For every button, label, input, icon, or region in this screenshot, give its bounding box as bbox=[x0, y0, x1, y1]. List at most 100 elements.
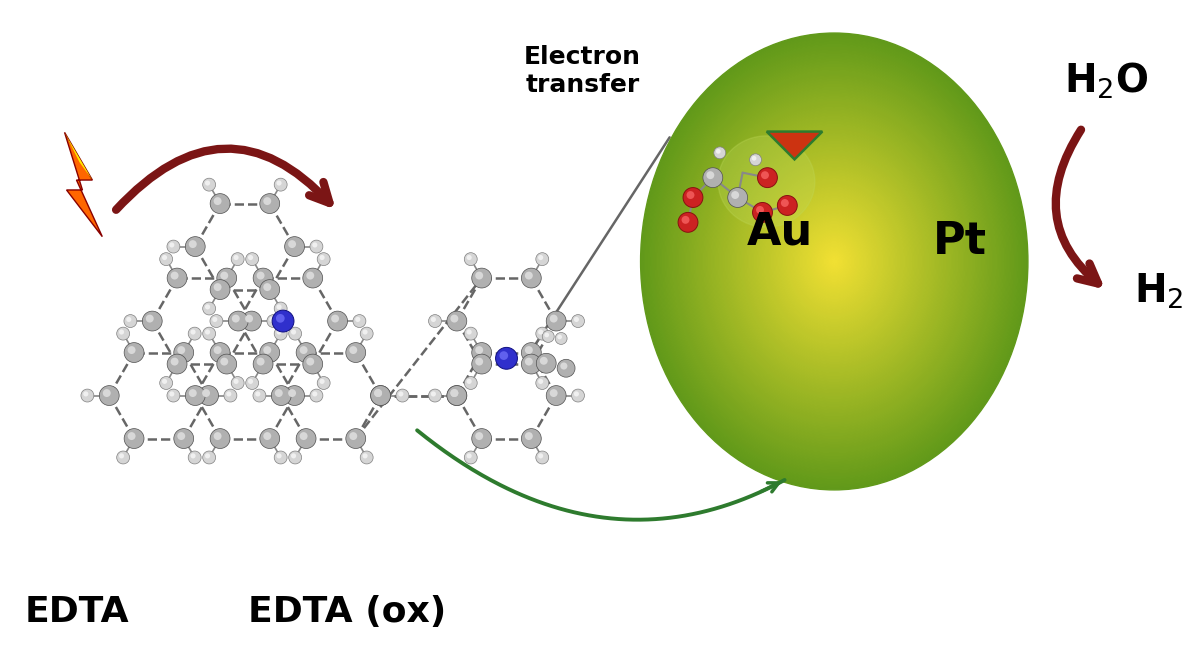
Circle shape bbox=[160, 377, 173, 389]
Ellipse shape bbox=[813, 236, 856, 287]
Ellipse shape bbox=[643, 36, 1025, 487]
Circle shape bbox=[521, 354, 542, 374]
Circle shape bbox=[231, 377, 244, 389]
Text: EDTA (ox): EDTA (ox) bbox=[248, 595, 447, 629]
Circle shape bbox=[557, 360, 575, 377]
Polygon shape bbox=[64, 132, 92, 180]
Ellipse shape bbox=[716, 122, 953, 401]
Ellipse shape bbox=[691, 93, 978, 430]
Circle shape bbox=[213, 346, 222, 354]
Circle shape bbox=[571, 315, 584, 327]
Circle shape bbox=[210, 194, 230, 214]
Circle shape bbox=[124, 342, 145, 362]
Circle shape bbox=[248, 379, 254, 384]
Circle shape bbox=[103, 389, 110, 397]
Ellipse shape bbox=[674, 73, 994, 450]
Circle shape bbox=[429, 389, 442, 402]
Circle shape bbox=[203, 327, 216, 340]
Circle shape bbox=[185, 237, 205, 256]
Circle shape bbox=[327, 311, 347, 331]
Circle shape bbox=[538, 379, 543, 384]
Ellipse shape bbox=[651, 44, 1018, 479]
Ellipse shape bbox=[711, 116, 957, 407]
Ellipse shape bbox=[774, 190, 895, 333]
Ellipse shape bbox=[660, 56, 1008, 467]
Ellipse shape bbox=[679, 79, 989, 444]
Ellipse shape bbox=[713, 119, 955, 405]
Circle shape bbox=[245, 377, 258, 389]
Ellipse shape bbox=[832, 258, 837, 264]
Circle shape bbox=[188, 327, 201, 340]
Circle shape bbox=[174, 342, 193, 362]
Ellipse shape bbox=[757, 170, 911, 353]
Ellipse shape bbox=[802, 224, 866, 299]
Circle shape bbox=[213, 283, 222, 291]
Ellipse shape bbox=[720, 128, 948, 396]
Circle shape bbox=[346, 342, 366, 362]
Circle shape bbox=[538, 255, 543, 260]
Circle shape bbox=[757, 168, 777, 188]
Circle shape bbox=[521, 342, 542, 362]
Circle shape bbox=[472, 354, 492, 374]
Circle shape bbox=[472, 428, 492, 448]
Ellipse shape bbox=[822, 247, 846, 276]
Ellipse shape bbox=[779, 196, 890, 327]
Circle shape bbox=[465, 327, 478, 340]
Circle shape bbox=[260, 428, 280, 448]
Ellipse shape bbox=[688, 90, 980, 433]
Circle shape bbox=[683, 188, 703, 208]
Circle shape bbox=[363, 453, 367, 459]
Ellipse shape bbox=[755, 167, 914, 356]
Circle shape bbox=[716, 149, 720, 154]
Circle shape bbox=[260, 194, 280, 214]
Circle shape bbox=[178, 346, 185, 354]
Circle shape bbox=[289, 327, 302, 340]
Circle shape bbox=[303, 268, 322, 288]
Ellipse shape bbox=[744, 156, 924, 367]
Ellipse shape bbox=[783, 202, 885, 321]
Circle shape bbox=[217, 354, 237, 374]
Circle shape bbox=[546, 385, 566, 405]
Circle shape bbox=[274, 178, 287, 191]
Circle shape bbox=[284, 385, 305, 405]
Ellipse shape bbox=[730, 139, 939, 384]
Circle shape bbox=[116, 327, 129, 340]
Circle shape bbox=[203, 178, 216, 191]
Circle shape bbox=[525, 358, 533, 366]
Circle shape bbox=[257, 272, 264, 280]
Circle shape bbox=[128, 346, 135, 354]
Ellipse shape bbox=[667, 65, 1001, 459]
Text: Au: Au bbox=[747, 210, 813, 253]
Circle shape bbox=[475, 272, 483, 280]
Circle shape bbox=[167, 354, 187, 374]
Circle shape bbox=[289, 451, 302, 464]
Circle shape bbox=[292, 453, 296, 459]
Circle shape bbox=[263, 432, 271, 440]
Ellipse shape bbox=[723, 130, 946, 393]
Circle shape bbox=[728, 188, 748, 208]
Circle shape bbox=[525, 346, 533, 354]
Circle shape bbox=[346, 428, 366, 448]
Circle shape bbox=[205, 180, 210, 186]
Circle shape bbox=[681, 216, 690, 224]
Circle shape bbox=[537, 354, 556, 373]
Circle shape bbox=[212, 317, 217, 322]
Text: H$_2$: H$_2$ bbox=[1134, 272, 1184, 311]
Circle shape bbox=[124, 428, 145, 448]
Circle shape bbox=[188, 389, 197, 397]
Circle shape bbox=[447, 385, 467, 405]
Circle shape bbox=[116, 451, 129, 464]
Circle shape bbox=[536, 253, 549, 266]
Circle shape bbox=[205, 453, 210, 459]
Circle shape bbox=[353, 315, 366, 327]
Circle shape bbox=[146, 315, 154, 323]
Circle shape bbox=[467, 379, 472, 384]
Circle shape bbox=[217, 268, 237, 288]
Circle shape bbox=[271, 385, 292, 405]
Circle shape bbox=[431, 391, 436, 397]
Circle shape bbox=[431, 317, 436, 322]
Circle shape bbox=[191, 329, 196, 334]
Circle shape bbox=[475, 432, 483, 440]
Circle shape bbox=[233, 255, 238, 260]
Circle shape bbox=[751, 156, 756, 161]
